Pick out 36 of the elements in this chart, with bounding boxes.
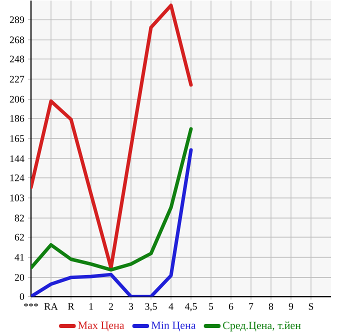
y-tick-label: 82	[14, 214, 24, 222]
y-tick-label: 41	[14, 254, 24, 261]
y-tick-label: 144	[10, 156, 24, 162]
y-tick-label: 103	[10, 194, 24, 202]
y-tick-label: 186	[10, 115, 24, 122]
line-series	[31, 127, 193, 272]
y-tick-label: 206	[10, 96, 24, 103]
x-tick-label: 4	[168, 303, 174, 310]
x-tick-label: RA	[44, 303, 58, 310]
y-tick-label: 62	[14, 234, 24, 241]
y-tick-label: 289	[10, 16, 24, 24]
legend-label: Сред.Цена, т.йен	[223, 322, 301, 332]
line-series	[31, 148, 193, 297]
x-tick-label: 3,5	[145, 303, 157, 312]
y-tick-label: 124	[10, 174, 24, 182]
x-tick-label: 7	[249, 303, 254, 310]
legend-label: Min Цена	[151, 322, 196, 332]
x-tick-label: 9	[288, 303, 294, 310]
y-tick-label: 248	[10, 56, 24, 63]
x-tick-label: 8	[268, 303, 274, 310]
y-tick-label: 268	[10, 36, 24, 44]
x-tick-label: 4,5	[184, 303, 197, 312]
legend-label: Max Цена	[78, 322, 124, 332]
y-tick-label: 0	[20, 293, 24, 300]
x-tick-label: S	[308, 303, 314, 310]
x-tick-label: ***	[24, 303, 38, 307]
x-tick-label: R	[68, 303, 74, 310]
x-tick-label: 6	[228, 303, 234, 310]
x-tick-label: 3	[128, 303, 134, 310]
y-tick-label: 165	[10, 135, 24, 142]
x-tick-label: 2	[108, 303, 113, 310]
x-tick-label: 1	[89, 303, 93, 310]
x-tick-label: 5	[209, 303, 214, 310]
line-series	[31, 4, 193, 270]
y-tick-label: 20	[14, 274, 24, 282]
y-tick-label: 227	[10, 76, 24, 83]
